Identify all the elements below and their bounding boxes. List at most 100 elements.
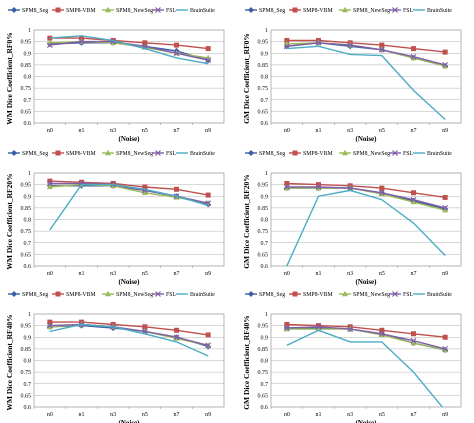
y-axis-title: WM Dice Coefficient_RF0%	[5, 32, 14, 124]
x-tick-label: n1	[79, 271, 85, 277]
series-line-smp8-vbm	[286, 323, 446, 338]
y-tick-label: 0.8	[24, 359, 32, 365]
x-tick-label: n9	[442, 271, 448, 277]
legend-entry: SPM8_Seg	[22, 292, 48, 298]
y-tick-label: 0.95	[258, 324, 269, 330]
legend-marker	[392, 150, 398, 156]
legend-entry: BrainSuite	[190, 8, 215, 14]
data-point	[379, 185, 385, 191]
y-tick-label: 1	[265, 312, 268, 318]
data-point	[46, 42, 53, 49]
data-point	[46, 322, 53, 329]
y-tick-label: 0.75	[258, 370, 269, 376]
x-tick-label: n3	[347, 128, 353, 134]
legend-entry: FSL	[403, 292, 413, 298]
y-tick-label: 1	[265, 28, 268, 34]
x-tick-label: n7	[411, 412, 417, 418]
x-tick-label: n1	[79, 412, 85, 418]
legend-entry: SMP8-VBM	[303, 292, 333, 298]
series-line-smp8-vbm	[49, 37, 209, 50]
data-point	[316, 182, 321, 188]
data-point	[411, 190, 416, 196]
x-tick-label: n7	[174, 128, 180, 134]
legend-marker	[11, 291, 17, 297]
y-tick-label: 0.9	[261, 51, 269, 57]
y-tick-label: 0.6	[261, 121, 269, 127]
legend-entry: BrainSuite	[427, 8, 452, 14]
y-tick-label: 0.6	[24, 405, 32, 411]
x-tick-label: n0	[47, 412, 53, 418]
legend-entry: FSL	[166, 292, 176, 298]
x-tick-label: n0	[47, 128, 53, 134]
legend-entry: SMP8-VBM	[66, 151, 96, 157]
legend-marker	[11, 7, 17, 13]
x-axis-title: (Noise)	[119, 135, 141, 143]
data-point	[283, 325, 290, 331]
y-axis-title: GM Dice Coefficient_RF40%	[242, 315, 251, 410]
y-tick-label: 0.85	[258, 63, 269, 69]
data-point	[174, 327, 179, 333]
data-point	[411, 331, 416, 337]
data-point	[284, 321, 290, 327]
series-layer	[46, 35, 212, 65]
legend-entry: SPM8_NewSeg	[116, 8, 153, 14]
y-tick-label: 0.7	[261, 382, 269, 388]
x-tick-label: n3	[110, 412, 116, 418]
data-point	[284, 180, 290, 186]
series-layer	[283, 37, 449, 121]
y-tick-label: 0.95	[21, 183, 32, 189]
legend-entry: FSL	[166, 151, 176, 157]
y-tick-label: 0.65	[21, 252, 32, 258]
legend-marker	[342, 6, 348, 13]
y-tick-label: 1	[28, 28, 31, 34]
legend-entry: BrainSuite	[190, 151, 215, 157]
legend-entry: SPM8_Seg	[22, 8, 48, 14]
x-tick-label: n1	[316, 412, 322, 418]
legend-entry: SPM8_Seg	[259, 292, 285, 298]
y-tick-label: 0.9	[24, 51, 32, 57]
x-tick-label: n7	[174, 271, 180, 277]
series-line-fsl	[286, 326, 446, 350]
x-axis-title: (Noise)	[356, 135, 378, 143]
chart-panel-6: 0.6 0.65 0.7 0.75 0.8 0.85 0.9 0.95 1 n0 n1 n3 n5 n7 n…	[242, 290, 462, 423]
legend-entry: SMP8-VBM	[303, 8, 333, 14]
y-tick-label: 0.95	[258, 40, 269, 46]
data-point	[378, 46, 385, 53]
series-line-brainsuite	[49, 323, 209, 357]
y-tick-label: 0.9	[261, 335, 269, 341]
series-layer	[46, 178, 212, 231]
y-tick-label: 0.8	[24, 75, 32, 81]
legend-entry: SPM8_NewSeg	[353, 292, 390, 298]
series-line-brainsuite	[49, 35, 209, 65]
series-line-brainsuite	[286, 329, 444, 407]
x-tick-label: n3	[110, 128, 116, 134]
series-line-brainsuite	[286, 189, 446, 266]
data-point	[284, 37, 290, 43]
legend-entry: SPM8_NewSeg	[353, 151, 390, 157]
series-line-smp8-vbm	[49, 321, 209, 336]
data-point	[173, 50, 180, 57]
data-point	[174, 42, 179, 48]
data-point	[379, 327, 385, 333]
legend-entry: SPM8_NewSeg	[116, 292, 153, 298]
x-tick-label: n3	[347, 271, 353, 277]
y-tick-label: 0.75	[258, 229, 269, 235]
legend-marker	[248, 291, 254, 297]
series-layer	[283, 321, 449, 407]
legend-marker	[248, 7, 254, 13]
data-point	[442, 204, 449, 211]
y-tick-label: 0.85	[21, 347, 32, 353]
y-tick-label: 0.75	[21, 229, 32, 235]
y-tick-label: 0.7	[24, 241, 32, 247]
x-axis-title: (Noise)	[119, 278, 141, 286]
chart-panel-5: 0.6 0.65 0.7 0.75 0.8 0.85 0.9 0.95 1 n0 n1 n3 n5 n7 n…	[5, 290, 225, 423]
data-point	[442, 194, 448, 200]
data-point	[205, 46, 211, 52]
x-tick-label: n9	[205, 412, 211, 418]
x-tick-label: n7	[174, 412, 180, 418]
data-point	[205, 332, 211, 338]
y-tick-label: 0.6	[24, 121, 32, 127]
x-tick-label: n5	[142, 412, 148, 418]
data-point	[173, 334, 180, 341]
